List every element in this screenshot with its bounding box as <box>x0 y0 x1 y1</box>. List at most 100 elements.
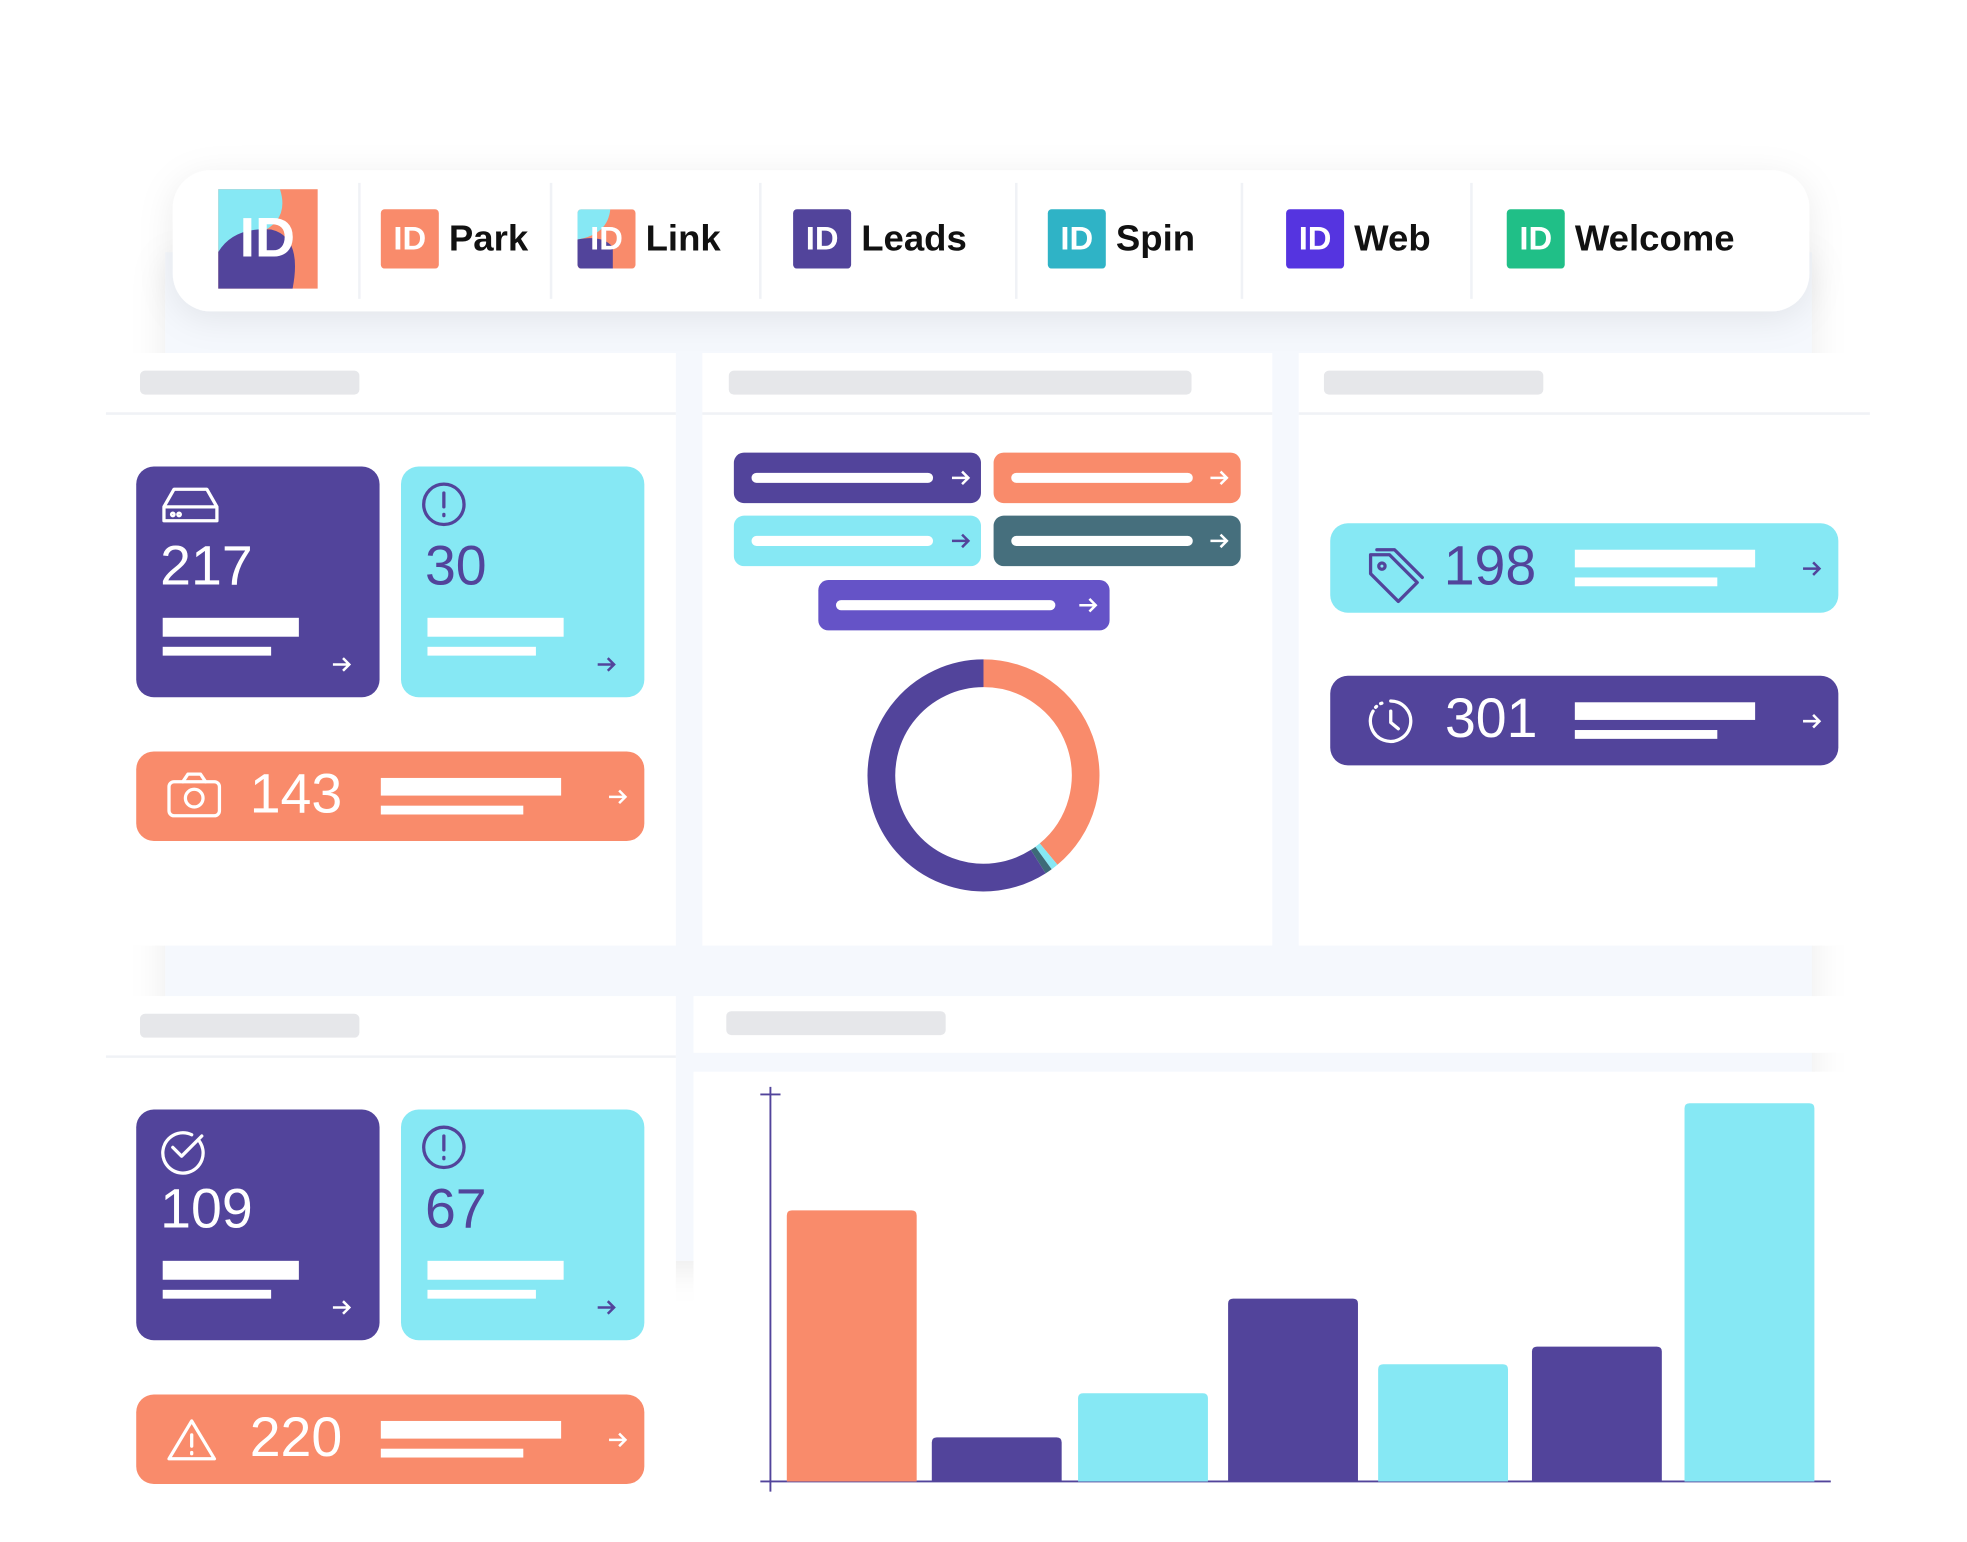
stat-value: 198 <box>1444 535 1537 597</box>
bar-chart <box>760 1086 1831 1492</box>
badge-text: ID <box>590 219 623 256</box>
arrow <box>609 789 628 805</box>
badge-text: ID <box>1299 219 1332 256</box>
warning-icon <box>167 1419 217 1461</box>
arrow <box>597 657 616 672</box>
nav-label: Welcome <box>1575 217 1735 258</box>
placeholder <box>162 617 299 637</box>
panel <box>1298 353 1870 946</box>
clock-icon <box>1368 699 1413 743</box>
tag-icon <box>1368 548 1424 604</box>
placeholder <box>728 370 1192 395</box>
placeholder <box>380 805 524 815</box>
nav-item[interactable]: ID Link <box>577 209 722 269</box>
nav-label: Web <box>1354 217 1430 258</box>
nav-label: Leads <box>861 217 967 258</box>
badge-text: ID <box>393 219 426 256</box>
bar <box>786 1210 917 1482</box>
alert-icon <box>422 1125 466 1170</box>
stat-tile[interactable] <box>400 1109 645 1341</box>
bar <box>1078 1393 1208 1482</box>
nav-item[interactable]: ID Park <box>380 209 529 269</box>
placeholder <box>1574 730 1718 739</box>
camera-icon <box>167 772 222 818</box>
nav-bar <box>172 170 1810 312</box>
nav-item[interactable]: ID Web <box>1286 209 1431 269</box>
badge <box>1047 209 1106 269</box>
donut-segment <box>983 659 1100 865</box>
logo-text: ID <box>240 207 295 269</box>
badge <box>1286 209 1345 269</box>
nav-label: Link <box>646 217 722 258</box>
badge <box>380 209 439 269</box>
nav-label: Park <box>449 217 529 258</box>
placeholder <box>1574 577 1718 587</box>
donut-segment <box>1035 843 1058 870</box>
badge <box>1506 209 1565 269</box>
placeholder <box>726 1011 946 1036</box>
stat-tile[interactable] <box>400 466 645 698</box>
stat-tile[interactable] <box>1330 523 1839 613</box>
bar <box>1378 1364 1509 1482</box>
placeholder <box>380 1448 524 1458</box>
placeholder <box>162 1260 299 1280</box>
placeholder <box>140 370 360 395</box>
nav-item[interactable]: ID Welcome <box>1506 209 1735 269</box>
placeholder <box>1323 370 1544 395</box>
arrow <box>1803 561 1822 576</box>
bar <box>1684 1103 1815 1482</box>
placeholder <box>162 646 272 656</box>
stat-value: 143 <box>250 763 343 825</box>
bar <box>931 1437 1062 1482</box>
panel <box>702 353 1273 946</box>
nav-item[interactable]: ID Spin <box>1047 209 1195 269</box>
arrow <box>597 1300 616 1315</box>
bar <box>1531 1346 1662 1482</box>
nav-label: Spin <box>1116 217 1195 258</box>
arrow <box>332 1300 352 1315</box>
stat-tile[interactable] <box>136 1394 645 1485</box>
stat-value: 301 <box>1445 687 1538 749</box>
pill-buttons <box>733 452 1241 631</box>
stat-value: 30 <box>425 535 487 597</box>
placeholder <box>380 777 562 796</box>
badge-text: ID <box>1060 219 1093 256</box>
placeholder <box>1574 702 1756 720</box>
badge-text: ID <box>806 219 839 256</box>
arrow <box>609 1432 628 1448</box>
stat-value: 109 <box>160 1178 253 1240</box>
donut-segment <box>867 659 1046 892</box>
badge-bg <box>577 209 611 240</box>
placeholder <box>427 617 564 637</box>
placeholder <box>427 646 536 656</box>
stat-value: 67 <box>425 1178 487 1240</box>
badge-bg <box>577 238 613 269</box>
placeholder <box>427 1260 564 1280</box>
logo[interactable] <box>218 189 318 289</box>
stat-value: 220 <box>250 1406 343 1468</box>
placeholder <box>427 1289 536 1299</box>
nav-item[interactable]: ID Leads <box>793 209 967 269</box>
drive-icon <box>162 487 219 523</box>
stat-tile[interactable] <box>136 751 645 841</box>
placeholder <box>380 1420 562 1439</box>
bar <box>1228 1298 1358 1482</box>
badge <box>793 209 852 269</box>
placeholder <box>1574 549 1756 568</box>
badge-text: ID <box>1519 219 1552 256</box>
nav-items: ID Park ID Link ID Leads ID Spin ID Web ID Welcome <box>358 182 1735 299</box>
stat-value: 217 <box>160 535 253 597</box>
stat-tile[interactable] <box>1330 675 1839 766</box>
donut-segment <box>1030 846 1052 874</box>
alert-icon <box>422 482 466 527</box>
donut-chart <box>867 659 1100 892</box>
stat-tile[interactable] <box>136 466 380 698</box>
placeholder <box>140 1013 360 1038</box>
check-icon <box>161 1131 205 1175</box>
arrow <box>332 657 352 672</box>
placeholder <box>162 1289 272 1299</box>
badge <box>577 209 636 269</box>
arrow <box>1803 714 1822 729</box>
